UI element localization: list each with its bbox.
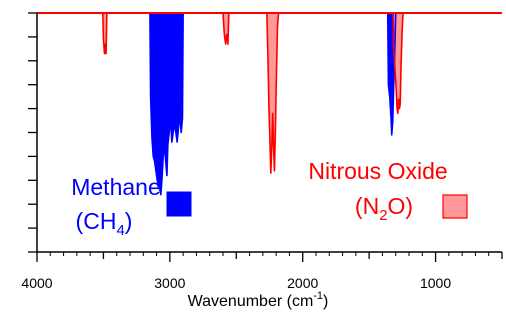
legend-methane-close: ) (125, 208, 133, 234)
legend-methane-open: (CH (76, 208, 117, 234)
legend-methane-sub: 4 (116, 222, 124, 239)
legend-methane-name: Methane (71, 174, 161, 200)
legend-n2o-name: Nitrous Oxide (308, 158, 447, 184)
x-axis-label-sup: -1 (313, 290, 323, 302)
series-line-0 (143, 12, 397, 196)
axes (28, 12, 503, 262)
series-area-1 (37, 13, 502, 174)
x-tick-label: 3000 (154, 275, 185, 291)
legend-n2o-open: (N (355, 193, 379, 219)
legend-n2o-swatch (442, 194, 468, 219)
x-axis-label-close: ) (323, 293, 328, 310)
x-tick-label: 4000 (21, 275, 52, 291)
legend-n2o-close: O) (388, 193, 414, 219)
legend-n2o-line1: Nitrous Oxide (308, 158, 447, 184)
legend-methane-line2: (CH4) (76, 208, 133, 239)
tick-labels: 4000 3000 2000 1000 (21, 275, 451, 291)
plot-areas (37, 13, 502, 195)
legend-methane-line1: Methane (71, 174, 161, 200)
x-axis-label-base: Wavenumber (cm (188, 293, 314, 310)
plot-lines (37, 12, 502, 196)
x-axis-label: Wavenumber (cm-1) (188, 290, 329, 310)
x-tick-label: 2000 (287, 275, 318, 291)
legend-n2o-sub: 2 (379, 207, 387, 224)
legend-methane-swatch (166, 191, 192, 217)
series-area-0 (143, 13, 396, 195)
legend-n2o-line2: (N2O) (355, 193, 413, 224)
x-tick-label: 1000 (420, 275, 451, 291)
